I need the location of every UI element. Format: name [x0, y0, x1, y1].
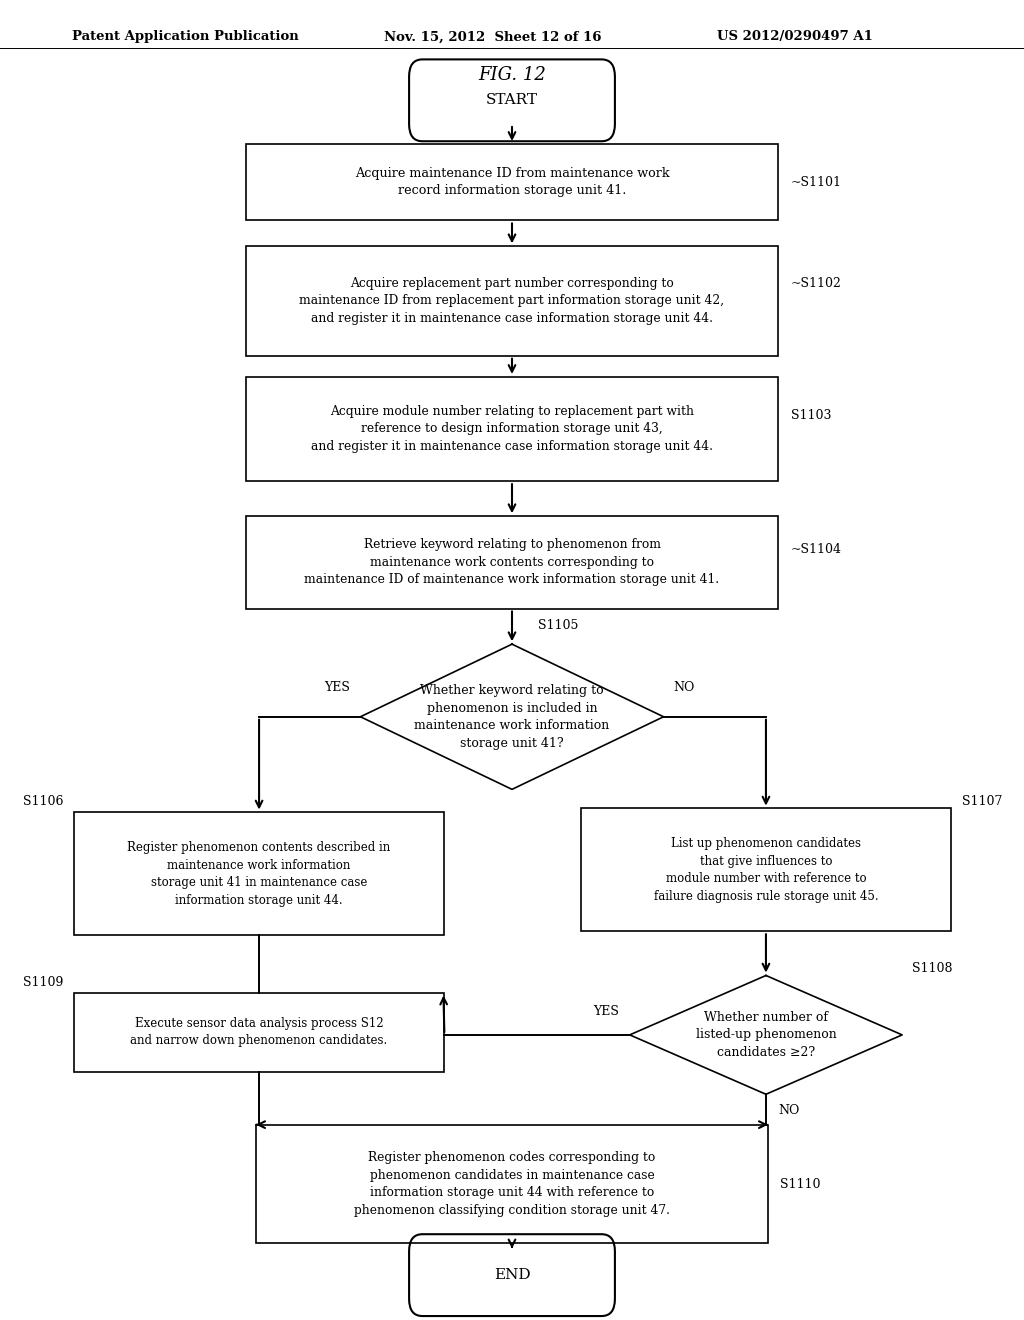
Text: START: START [486, 94, 538, 107]
Text: Patent Application Publication: Patent Application Publication [72, 30, 298, 44]
Text: Register phenomenon contents described in
maintenance work information
storage u: Register phenomenon contents described i… [127, 841, 391, 907]
Text: ~S1104: ~S1104 [791, 543, 842, 556]
Text: Register phenomenon codes corresponding to
phenomenon candidates in maintenance : Register phenomenon codes corresponding … [354, 1151, 670, 1217]
Text: Whether keyword relating to
phenomenon is included in
maintenance work informati: Whether keyword relating to phenomenon i… [415, 684, 609, 750]
Text: Acquire maintenance ID from maintenance work
record information storage unit 41.: Acquire maintenance ID from maintenance … [354, 166, 670, 198]
Text: ~S1102: ~S1102 [791, 277, 842, 290]
Text: Whether number of
listed-up phenomenon
candidates ≥2?: Whether number of listed-up phenomenon c… [695, 1011, 837, 1059]
Text: NO: NO [778, 1104, 800, 1117]
Text: Acquire replacement part number corresponding to
maintenance ID from replacement: Acquire replacement part number correspo… [299, 277, 725, 325]
Text: S1108: S1108 [912, 962, 953, 975]
Text: S1105: S1105 [538, 619, 578, 632]
Text: END: END [494, 1269, 530, 1282]
Text: NO: NO [674, 681, 695, 694]
Text: Retrieve keyword relating to phenomenon from
maintenance work contents correspon: Retrieve keyword relating to phenomenon … [304, 539, 720, 586]
Text: YES: YES [325, 681, 350, 694]
Text: S1107: S1107 [962, 796, 1001, 808]
Text: List up phenomenon candidates
that give influences to
module number with referen: List up phenomenon candidates that give … [653, 837, 879, 903]
Text: Acquire module number relating to replacement part with
reference to design info: Acquire module number relating to replac… [311, 405, 713, 453]
Text: US 2012/0290497 A1: US 2012/0290497 A1 [717, 30, 872, 44]
Text: S1106: S1106 [23, 796, 63, 808]
Text: ~S1101: ~S1101 [791, 176, 842, 189]
Text: FIG. 12: FIG. 12 [478, 66, 546, 84]
Text: Nov. 15, 2012  Sheet 12 of 16: Nov. 15, 2012 Sheet 12 of 16 [384, 30, 601, 44]
Text: Execute sensor data analysis process S12
and narrow down phenomenon candidates.: Execute sensor data analysis process S12… [130, 1016, 388, 1048]
Text: S1103: S1103 [791, 409, 831, 422]
Text: S1109: S1109 [24, 975, 63, 989]
Text: S1110: S1110 [780, 1177, 821, 1191]
Text: YES: YES [594, 1005, 620, 1018]
